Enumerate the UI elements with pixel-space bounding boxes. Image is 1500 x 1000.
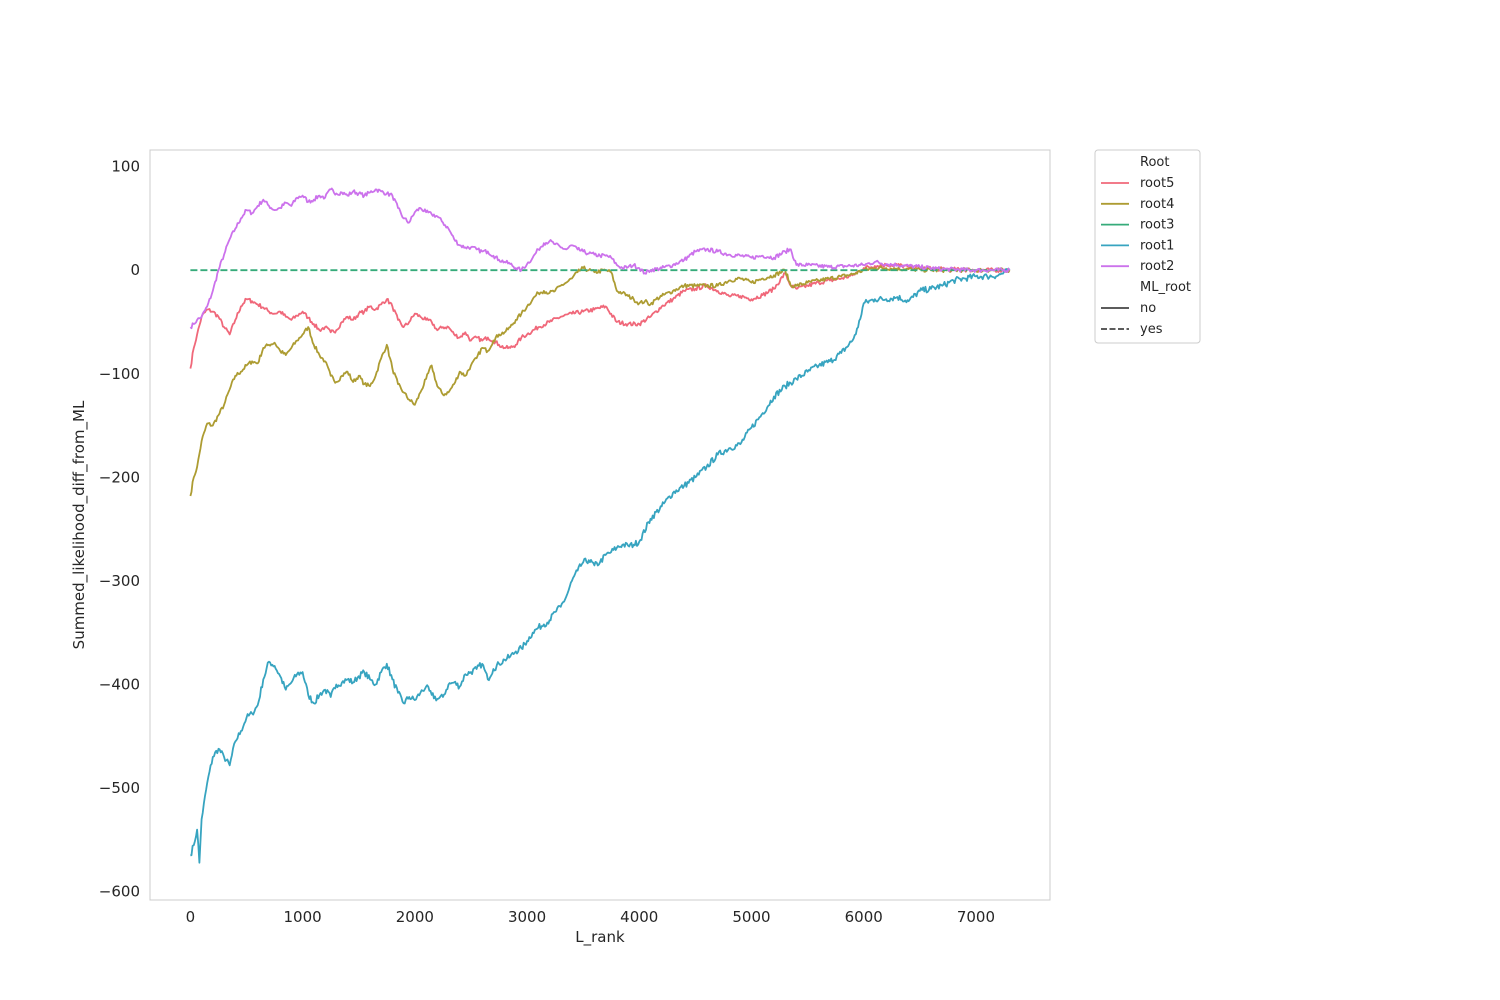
legend: Root root5 root4 root3 root1 root2 ML_root n…: [1094, 149, 1201, 344]
plot-background: [150, 150, 1050, 900]
x-tick-label-2: 2000: [396, 908, 434, 926]
plot-frame: [149, 149, 1051, 901]
x-tick-label-3: 3000: [508, 908, 546, 926]
x-tick-label-6: 6000: [845, 908, 883, 926]
legend-label-root4: root4: [1140, 197, 1174, 212]
series-line-root4: [189, 265, 1011, 497]
y-axis-label: Summed_likelihood_diff_from_ML: [70, 400, 89, 649]
y-tick-labels: 100 0 −100 −200 −300 −400 −500 −600: [99, 158, 140, 901]
x-tick-label-4: 4000: [620, 908, 658, 926]
legend-label-yes: yes: [1140, 322, 1163, 337]
x-tick-label-0: 0: [186, 908, 196, 926]
series-line-root1: [190, 267, 1011, 864]
y-tick-label-2: −100: [99, 365, 140, 383]
y-tick-label-1: 0: [130, 261, 140, 279]
legend-label-root5: root5: [1140, 176, 1174, 191]
legend-title-ml-root: ML_root: [1140, 280, 1191, 295]
y-tick-label-5: −400: [99, 676, 140, 694]
series-layer: [189, 187, 1011, 864]
y-tick-label-6: −500: [99, 779, 140, 797]
legend-label-root2: root2: [1140, 259, 1174, 274]
x-axis-label: L_rank: [575, 928, 625, 947]
legend-label-root1: root1: [1140, 238, 1174, 253]
series-line-root2: [189, 187, 1011, 330]
legend-label-root3: root3: [1140, 218, 1174, 233]
legend-label-no: no: [1140, 301, 1156, 316]
y-tick-label-7: −600: [99, 883, 140, 901]
y-tick-label-0: 100: [111, 158, 140, 176]
x-tick-label-5: 5000: [732, 908, 770, 926]
y-tick-label-3: −200: [99, 468, 140, 486]
legend-title-root: Root: [1140, 155, 1169, 170]
y-tick-label-4: −300: [99, 572, 140, 590]
legend-box: [1094, 149, 1201, 344]
x-tick-label-1: 1000: [284, 908, 322, 926]
legend-series-entries: root5 root4 root3 root1 root2: [1101, 176, 1174, 274]
x-tick-labels: 0 1000 2000 3000 4000 5000 6000 7000: [186, 908, 995, 926]
x-tick-label-7: 7000: [957, 908, 995, 926]
